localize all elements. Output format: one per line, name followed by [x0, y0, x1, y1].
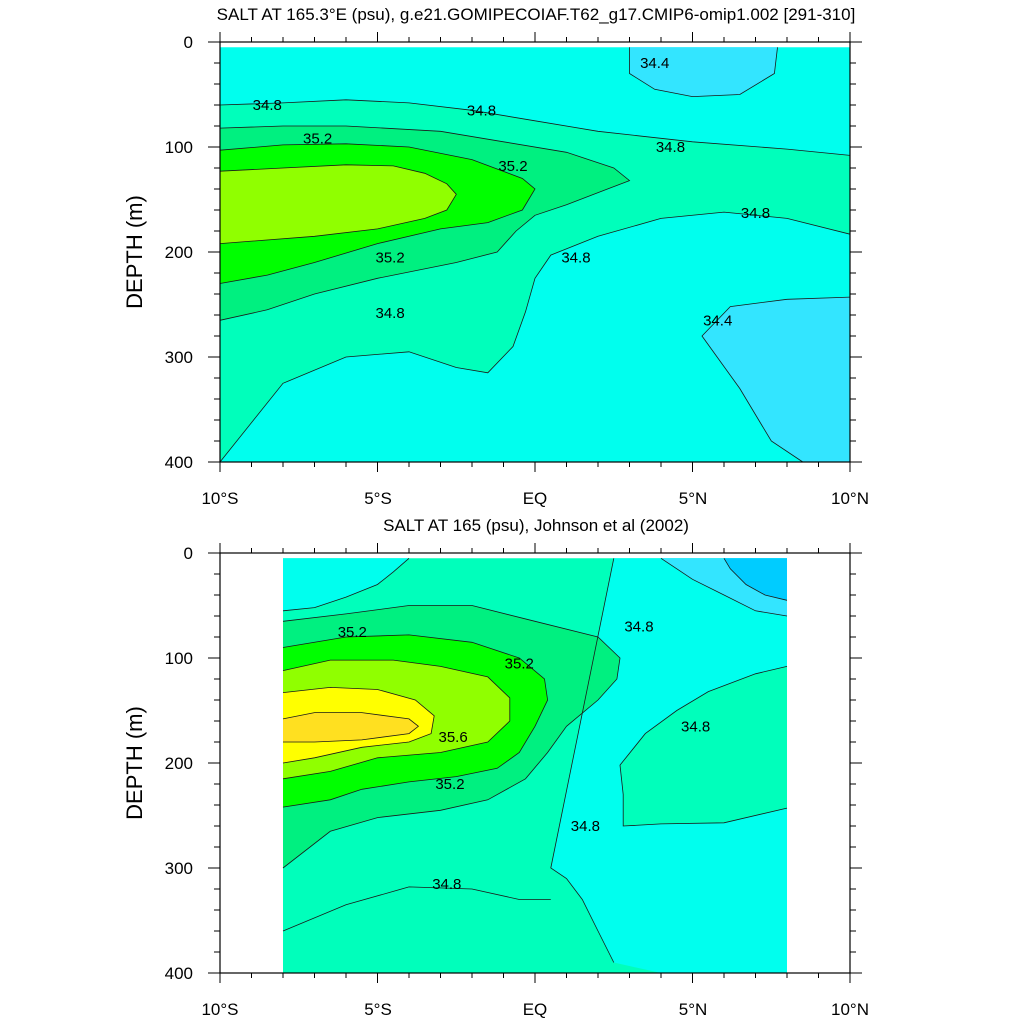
y-tick-labels: 0 100 200 300 400	[165, 544, 193, 983]
contour-label: 34.8	[253, 97, 282, 114]
y-tick-label: 0	[184, 33, 193, 52]
contour-label: 34.8	[656, 139, 685, 156]
contour-label: 35.2	[435, 776, 464, 793]
y-tick-label: 400	[165, 453, 193, 472]
contour-line	[282, 605, 621, 869]
y-tick-label: 300	[165, 348, 193, 367]
x-tick-label: 5°N	[679, 1000, 708, 1019]
y-tick-label: 100	[165, 649, 193, 668]
y-tick-label: 200	[165, 754, 193, 773]
contour-line	[723, 558, 788, 601]
x-tick-label: 10°N	[831, 489, 869, 508]
x-tick-label: EQ	[523, 489, 548, 508]
contour-label: 34.8	[432, 876, 461, 893]
contour-line	[219, 211, 851, 463]
salinity-band	[724, 558, 787, 601]
contour-label: 34.8	[467, 102, 496, 119]
salinity-band	[283, 712, 419, 742]
contour-label: 34.8	[741, 205, 770, 222]
salinity-band	[220, 164, 457, 244]
contour-line	[219, 143, 536, 284]
y-axis-title: DEPTH (m)	[122, 195, 147, 309]
contour-label: 35.2	[375, 249, 404, 266]
filled-contours	[220, 47, 850, 463]
contour-line	[660, 557, 788, 617]
contour-label: 34.8	[624, 619, 653, 636]
y-tick-label: 200	[165, 243, 193, 262]
x-tick-label: 10°N	[831, 1000, 869, 1019]
contour-line	[629, 47, 778, 98]
contour-line	[282, 557, 410, 612]
contour-label: 35.2	[498, 158, 527, 175]
model-panel: SALT AT 165.3°E (psu), g.e21.GOMIPECOIAF…	[122, 5, 869, 508]
contour-line	[282, 712, 420, 743]
contour-line	[701, 296, 851, 463]
y-tick-label: 100	[165, 138, 193, 157]
contour-labels: 34.4 34.4 34.8 34.8 34.8 34.8 34.8 34.8 35.2 35.2…	[253, 55, 770, 329]
contour-labels: 34.8 34.8 34.8 34.8 35.2 35.2 35.2 35.6	[338, 619, 711, 893]
x-tick-label: 5°S	[364, 489, 392, 508]
panel-title: SALT AT 165 (psu), Johnson et al (2002)	[383, 516, 689, 535]
y-tick-labels: 0 100 200 300 400	[165, 33, 193, 472]
x-tick-label: 5°S	[364, 1000, 392, 1019]
contour-label: 34.8	[571, 818, 600, 835]
contour-label: 35.6	[438, 729, 467, 746]
contour-label: 35.2	[303, 131, 332, 148]
salinity-band	[283, 558, 409, 611]
x-tick-label: 5°N	[679, 489, 708, 508]
contour-label: 34.4	[640, 55, 669, 72]
x-tick-labels: 10°S 5°S EQ 5°N 10°N	[201, 489, 869, 508]
x-tick-label: 10°S	[201, 489, 238, 508]
x-tick-label: 10°S	[201, 1000, 238, 1019]
contour-label: 34.4	[703, 312, 732, 329]
contour-line	[219, 164, 457, 244]
contour-label: 34.8	[681, 718, 710, 735]
contour-line	[282, 686, 435, 764]
contour-line	[219, 125, 631, 321]
contour-lines	[282, 557, 788, 963]
observation-panel: SALT AT 165 (psu), Johnson et al (2002) …	[122, 516, 869, 1019]
axis-ticks	[208, 32, 862, 472]
contour-label: 35.2	[505, 655, 534, 672]
contour-label: 34.8	[561, 249, 590, 266]
contour-line	[282, 659, 511, 780]
panel-title: SALT AT 165.3°E (psu), g.e21.GOMIPECOIAF…	[217, 5, 856, 24]
contour-line	[282, 634, 549, 808]
contour-label: 34.8	[375, 305, 404, 322]
salinity-band	[702, 297, 850, 462]
axis-ticks	[208, 543, 862, 983]
contour-line	[550, 558, 615, 963]
y-tick-label: 400	[165, 964, 193, 983]
salinity-band	[629, 47, 778, 97]
contour-label: 35.2	[338, 624, 367, 641]
y-axis-title: DEPTH (m)	[122, 706, 147, 820]
contour-line	[219, 99, 851, 156]
contour-lines	[219, 47, 851, 463]
x-tick-label: EQ	[523, 1000, 548, 1019]
y-tick-label: 300	[165, 859, 193, 878]
filled-contours	[283, 558, 787, 973]
contour-line	[619, 666, 788, 827]
contour-line	[282, 886, 551, 932]
y-tick-label: 0	[184, 544, 193, 563]
x-tick-labels: 10°S 5°S EQ 5°N 10°N	[201, 1000, 869, 1019]
